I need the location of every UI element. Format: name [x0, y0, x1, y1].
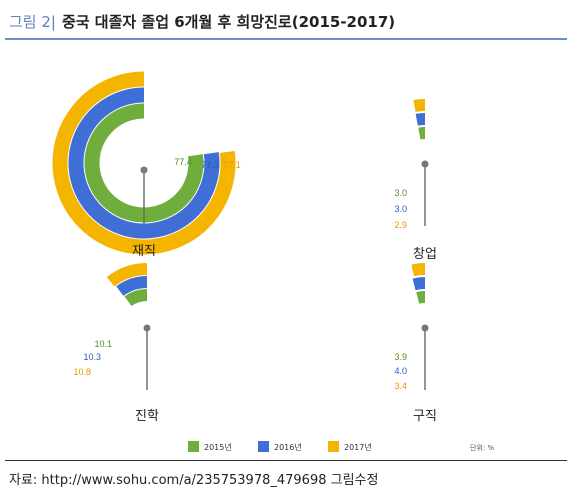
- value-label: 3.0: [394, 188, 407, 198]
- value-label: 2.9: [394, 220, 407, 230]
- arc-재직-2017년: [52, 71, 236, 255]
- chart-title: 그림 2| 중국 대졸자 졸업 6개월 후 희망진로(2015-2017): [9, 11, 395, 32]
- stem-pin: [140, 166, 148, 174]
- arc-재직-2016년: [68, 87, 220, 239]
- arc-창업-2015년: [418, 126, 426, 140]
- chart-title-text: 중국 대졸자 졸업 6개월 후 희망진로(2015-2017): [61, 13, 396, 31]
- arc-창업-2017년: [413, 99, 426, 112]
- arc-구직-2016년: [412, 276, 426, 291]
- legend-swatch: [188, 441, 199, 452]
- value-label: 3.4: [394, 381, 407, 391]
- legend-swatch: [258, 441, 269, 452]
- arc-진학-2017년: [106, 263, 148, 287]
- stem-pin: [421, 160, 429, 168]
- arc-구직-2017년: [411, 263, 426, 277]
- arc-구직-2015년: [416, 291, 426, 304]
- arc-진학-2015년: [124, 289, 148, 307]
- category-label: 창업: [413, 247, 437, 262]
- legend-swatch: [328, 441, 339, 452]
- figure-number: 그림 2|: [9, 13, 56, 31]
- value-label: 3.0: [394, 204, 407, 214]
- unit-note: 단위: %: [470, 443, 494, 452]
- title-rule: [5, 38, 567, 40]
- category-label: 재직: [132, 244, 156, 259]
- value-label: 77.4: [174, 157, 192, 167]
- source-note: 자료: http://www.sohu.com/a/235753978_4796…: [9, 473, 379, 488]
- value-label: 10.3: [83, 352, 101, 362]
- value-label: 10.1: [94, 339, 112, 349]
- arc-창업-2016년: [415, 113, 426, 126]
- legend-label: 2015년: [204, 442, 232, 452]
- stem-pin: [421, 324, 429, 332]
- category-label: 진학: [135, 409, 159, 424]
- legend-label: 2016년: [274, 442, 302, 452]
- radial-bar-chart: 77.4 77.3 77.1 재직 3.0 3.0 2.9 창업 10.1 10.3 10.8 진학 3…: [52, 71, 494, 452]
- category-label: 구직: [413, 409, 437, 424]
- legend-label: 2017년: [344, 442, 372, 452]
- arc-진학-2016년: [116, 276, 148, 297]
- source-rule: [5, 460, 567, 461]
- value-label: 77.1: [223, 160, 241, 170]
- arc-재직-2015년: [84, 103, 204, 223]
- stem-pin: [143, 324, 151, 332]
- value-label: 10.8: [73, 367, 91, 377]
- value-label: 3.9: [394, 352, 407, 362]
- value-label: 77.3: [201, 160, 219, 170]
- value-label: 4.0: [394, 366, 407, 376]
